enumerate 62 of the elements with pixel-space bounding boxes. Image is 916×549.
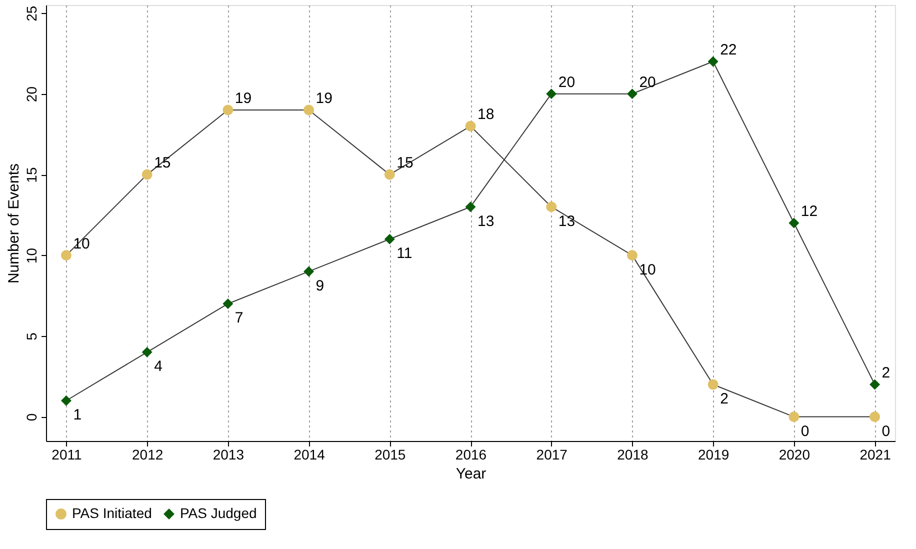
x-tick-label: 2020: [778, 446, 810, 462]
data-label: 10: [639, 261, 656, 278]
data-label: 20: [558, 74, 576, 91]
y-tick-label: 5: [24, 332, 40, 340]
point: [384, 234, 395, 244]
data-label: 22: [720, 42, 737, 59]
data-label: 13: [558, 212, 576, 230]
data-label: 12: [800, 203, 818, 220]
point: [142, 346, 152, 358]
data-label: 19: [234, 90, 252, 107]
point: [546, 202, 557, 212]
x-tick-label: 2018: [617, 446, 648, 462]
point: [142, 169, 152, 180]
point: [465, 202, 476, 212]
point: [384, 169, 395, 180]
data-label: 4: [154, 358, 162, 376]
x-tick-label: 2011: [52, 446, 82, 462]
data-label: 7: [234, 310, 244, 327]
data-label: 19: [316, 90, 332, 107]
point: [222, 298, 234, 309]
legend-label: PAS Initiated: [72, 505, 152, 521]
data-label: 2: [882, 364, 890, 382]
x-tick-label: 2014: [294, 446, 326, 462]
data-label: 1: [73, 406, 82, 424]
y-tick-label: 15: [24, 167, 40, 183]
y-axis-title: Number of Events: [6, 163, 22, 284]
point: [626, 250, 638, 261]
point: [222, 104, 234, 116]
x-tick-label: 2016: [455, 446, 487, 462]
y-tick-label: 10: [24, 248, 40, 264]
y-tick-label: 20: [24, 86, 40, 102]
data-label: 20: [639, 74, 656, 91]
x-tick-label: 2021: [860, 446, 892, 462]
x-axis-title: Year: [456, 466, 486, 482]
point: [708, 56, 718, 67]
data-label: 9: [316, 277, 324, 294]
x-tick-label: 2015: [374, 446, 406, 462]
point: [60, 250, 72, 261]
point: [870, 379, 880, 390]
data-label: 13: [478, 212, 494, 230]
point: [788, 412, 800, 422]
point: [870, 412, 880, 422]
y-tick-label: 25: [24, 6, 40, 22]
data-label: 0: [800, 422, 810, 440]
data-label: 0: [882, 422, 890, 440]
x-tick-label: 2012: [132, 446, 164, 462]
point: [788, 218, 800, 228]
x-tick-label: 2019: [698, 446, 730, 462]
point: [708, 379, 718, 390]
x-tick-label: 2013: [212, 446, 244, 462]
data-label: 18: [478, 106, 494, 124]
y-tick-label: 0: [24, 413, 40, 422]
point: [304, 104, 314, 116]
point: [546, 88, 557, 100]
point: [304, 266, 314, 277]
data-label: 2: [720, 390, 728, 408]
x-tick-label: 2017: [536, 446, 568, 462]
data-label: 11: [396, 245, 412, 262]
point: [465, 120, 476, 132]
legend-label: PAS Judged: [180, 505, 257, 521]
point: [60, 395, 72, 406]
point: [626, 88, 638, 100]
